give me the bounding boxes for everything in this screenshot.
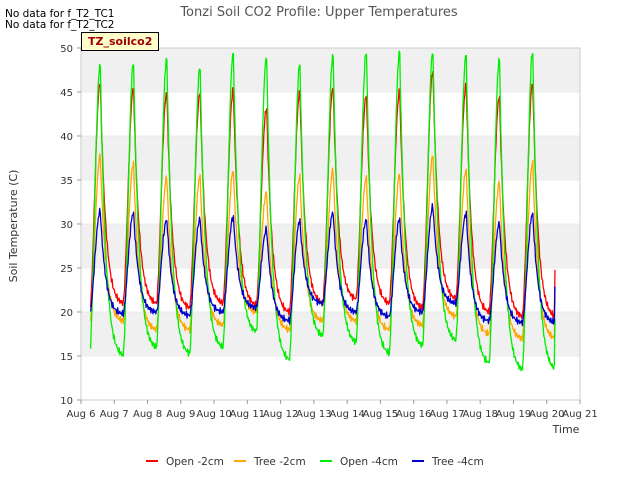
y-axis-label: Soil Temperature (C) xyxy=(7,170,20,283)
x-tick-label: Aug 19 xyxy=(496,409,531,420)
y-tick-label: 35 xyxy=(60,176,73,187)
grid-band xyxy=(81,136,580,180)
x-tick-label: Aug 11 xyxy=(230,409,265,420)
legend-label: Open -4cm xyxy=(340,456,398,468)
x-tick-label: Aug 6 xyxy=(66,409,95,420)
y-tick-label: 25 xyxy=(60,264,73,275)
y-tick-label: 20 xyxy=(60,308,73,319)
x-axis-label: Time xyxy=(552,423,580,436)
x-tick-label: Aug 21 xyxy=(562,409,597,420)
y-tick-label: 50 xyxy=(60,44,73,55)
site-badge: TZ_soilco2 xyxy=(81,32,160,51)
y-tick-label: 15 xyxy=(60,352,73,363)
x-tick-label: Aug 13 xyxy=(296,409,331,420)
grid-band xyxy=(81,312,580,356)
legend-label: Tree -2cm xyxy=(253,456,306,468)
legend: Open -2cm Tree -2cm Open -4cm Tree -4cm xyxy=(146,456,484,468)
x-tick-label: Aug 8 xyxy=(133,409,162,420)
x-tick-label: Aug 15 xyxy=(363,409,398,420)
no-data-note-1: No data for f_T2_TC1 xyxy=(5,8,115,20)
x-tick-label: Aug 17 xyxy=(429,409,464,420)
y-tick-label: 30 xyxy=(60,220,73,231)
y-tick-label: 10 xyxy=(60,396,73,407)
x-tick-label: Aug 14 xyxy=(329,409,364,420)
y-tick-label: 45 xyxy=(60,88,73,99)
chart-title: Tonzi Soil CO2 Profile: Upper Temperatur… xyxy=(179,5,458,20)
x-tick-label: Aug 18 xyxy=(462,409,497,420)
series-line-open-4cm xyxy=(89,50,556,372)
no-data-note-2: No data for f_T2_TC2 xyxy=(5,19,115,31)
series-line-tree-2cm xyxy=(89,153,556,342)
series-lines xyxy=(89,50,556,372)
legend-label: Tree -4cm xyxy=(431,456,484,468)
x-tick-label: Aug 20 xyxy=(529,409,564,420)
x-tick-label: Aug 10 xyxy=(196,409,231,420)
x-tick-label: Aug 7 xyxy=(100,409,129,420)
y-tick-label: 40 xyxy=(60,132,73,143)
series-line-tree-4cm xyxy=(89,203,556,327)
y-axis: 10 15 20 25 30 35 40 45 50 xyxy=(60,44,81,407)
legend-label: Open -2cm xyxy=(166,456,224,468)
x-tick-label: Aug 16 xyxy=(396,409,431,420)
x-tick-label: Aug 9 xyxy=(166,409,195,420)
x-tick-label: Aug 12 xyxy=(263,409,298,420)
